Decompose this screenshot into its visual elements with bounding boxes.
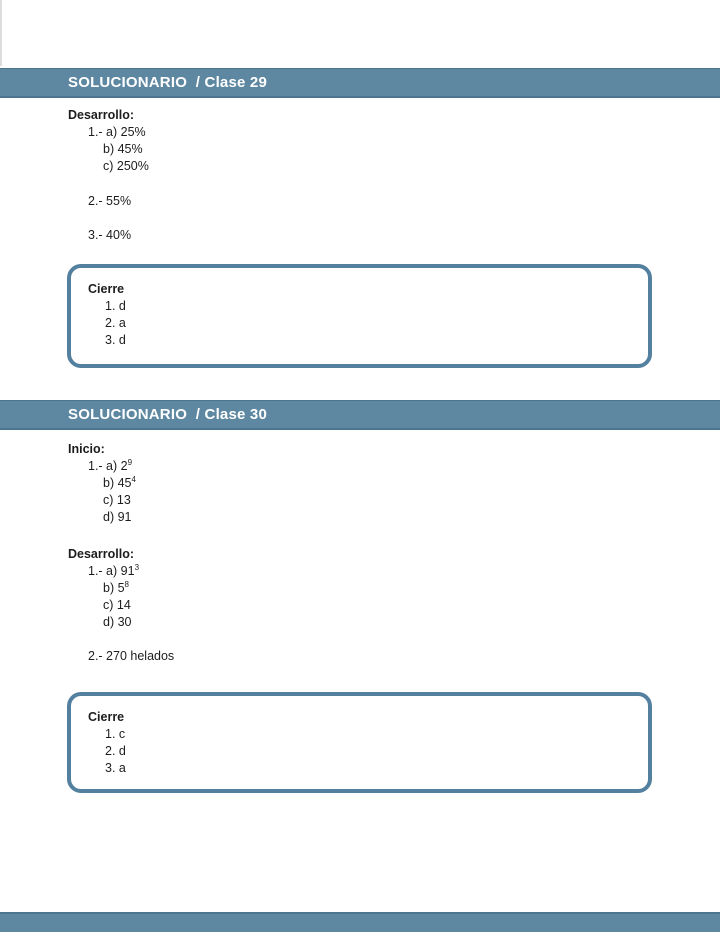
answer-line: c) 14 — [103, 597, 720, 614]
cierre-box-clase-30: Cierre 1. c 2. d 3. a — [67, 692, 652, 793]
cierre-answer: 3. a — [105, 761, 126, 775]
answer-line: c) 250% — [103, 158, 720, 175]
cierre-box-clase-29: Cierre 1. d 2. a 3. d — [67, 264, 652, 368]
answer-text: b) 45% — [103, 142, 143, 156]
answer-exponent: 3 — [134, 562, 140, 572]
answer-text: c) 13 — [103, 493, 131, 507]
answer-text: b) 45 — [103, 476, 132, 490]
top-margin — [0, 0, 720, 68]
answer-text: c) 14 — [103, 598, 131, 612]
answer-text: d) 91 — [103, 510, 132, 524]
answer-line: b) 454 — [103, 475, 720, 492]
answer-text: b) 5 — [103, 581, 125, 595]
section-header-clase-30: SOLUCIONARIO / Clase 30 — [0, 400, 720, 430]
page-edge-line — [0, 0, 2, 66]
answer-line: 1.- a) 25% — [88, 124, 720, 141]
answer-text: 1.- a) 91 — [88, 564, 135, 578]
answer-text: 1.- a) 2 — [88, 459, 128, 473]
cierre-label: Cierre — [88, 710, 125, 724]
answer-line: b) 45% — [103, 141, 720, 158]
answer-line: 2.- 55% — [88, 194, 132, 208]
answer-exponent: 9 — [127, 457, 133, 467]
cierre-answer: 3. d — [105, 333, 126, 347]
section-header-title: SOLUCIONARIO / Clase 29 — [68, 74, 268, 91]
answer-text: c) 250% — [103, 159, 149, 173]
section-header-title: SOLUCIONARIO / Clase 30 — [68, 406, 268, 423]
answer-line: 1.- a) 29 — [88, 458, 720, 475]
cierre-answer: 1. c — [105, 727, 126, 741]
answer-line: d) 91 — [103, 509, 720, 526]
desarrollo-label: Desarrollo: — [68, 108, 134, 122]
answer-line: b) 58 — [103, 580, 720, 597]
desarrollo-label: Desarrollo: — [68, 547, 134, 561]
answer-text: 1.- a) 25% — [88, 125, 146, 139]
cierre-label: Cierre — [88, 282, 125, 296]
section-clase-29-content: Desarrollo: 1.- a) 25% b) 45% c) 250% 2.… — [0, 107, 720, 368]
cierre-answer: 1. d — [105, 299, 126, 313]
answer-line: d) 30 — [103, 614, 720, 631]
answer-text: d) 30 — [103, 615, 132, 629]
answer-line: 1.- a) 913 — [88, 563, 720, 580]
answer-exponent: 4 — [131, 474, 136, 484]
inicio-label: Inicio: — [68, 442, 105, 456]
cierre-answer: 2. d — [105, 744, 126, 758]
cierre-answer: 2. a — [105, 316, 126, 330]
answer-line: c) 13 — [103, 492, 720, 509]
answer-line: 3.- 40% — [88, 228, 132, 242]
answer-line: 2.- 270 helados — [88, 649, 175, 663]
section-header-clase-29: SOLUCIONARIO / Clase 29 — [0, 68, 720, 98]
footer-bar — [0, 912, 720, 932]
answer-exponent: 8 — [124, 579, 129, 589]
section-clase-30-content: Inicio: 1.- a) 29 b) 454 c) 13 d) 91 Des… — [0, 441, 720, 793]
